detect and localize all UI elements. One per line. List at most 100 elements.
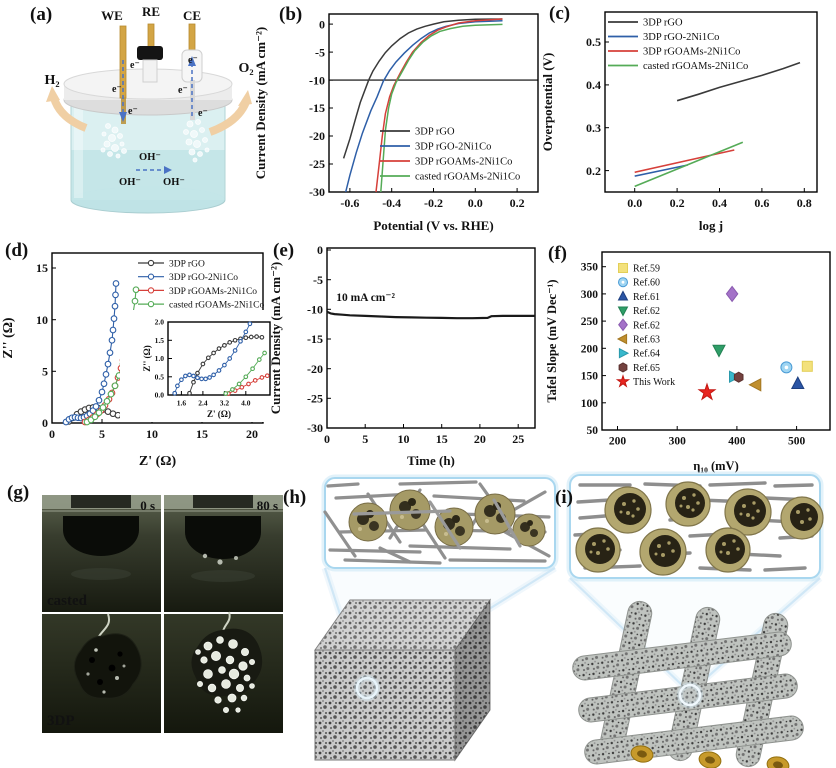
svg-text:Z'' (Ω): Z'' (Ω) xyxy=(1,317,16,358)
svg-text:Ref.60: Ref.60 xyxy=(633,278,660,289)
svg-text:0.2: 0.2 xyxy=(510,196,525,210)
photo-casted-80s xyxy=(164,495,283,612)
svg-text:1.6: 1.6 xyxy=(177,399,187,408)
we-label: WE xyxy=(101,8,123,23)
svg-text:3DP rGO: 3DP rGO xyxy=(643,18,683,29)
svg-text:25: 25 xyxy=(512,432,524,446)
svg-text:0.5: 0.5 xyxy=(155,372,165,381)
svg-text:0: 0 xyxy=(324,432,330,446)
svg-text:15: 15 xyxy=(196,427,208,441)
electron-label: e⁻ xyxy=(188,55,198,66)
electron-flow-arrows xyxy=(122,60,193,116)
svg-text:3DP rGO-2Ni1Co: 3DP rGO-2Ni1Co xyxy=(169,273,238,283)
svg-text:Ref.65: Ref.65 xyxy=(633,363,660,374)
svg-text:casted rGOAMs-2Ni1Co: casted rGOAMs-2Ni1Co xyxy=(643,61,748,72)
svg-text:0.6: 0.6 xyxy=(754,196,769,210)
svg-text:3DP rGO-2Ni1Co: 3DP rGO-2Ni1Co xyxy=(415,142,491,153)
panel-g-photos: 0 s 80 s casted 3DP xyxy=(42,495,283,733)
re-electrode xyxy=(137,23,163,83)
svg-text:15: 15 xyxy=(36,261,48,275)
panel-label-e: (e) xyxy=(273,240,295,261)
svg-text:3DP rGO-2Ni1Co: 3DP rGO-2Ni1Co xyxy=(643,32,719,43)
svg-text:10: 10 xyxy=(146,427,158,441)
aerogel-microspheres xyxy=(348,489,546,547)
callout-circle xyxy=(354,675,380,701)
svg-text:-15: -15 xyxy=(307,332,323,346)
svg-text:-30: -30 xyxy=(307,421,323,435)
svg-text:50: 50 xyxy=(587,425,599,437)
chart-tafel: 0.0 0.2 0.4 0.6 0.8 0.2 0.3 0.4 0.5 log j Overpote… xyxy=(540,11,818,233)
svg-text:10: 10 xyxy=(398,432,410,446)
svg-text:Potential (V vs. RHE): Potential (V vs. RHE) xyxy=(373,218,493,233)
svg-text:2.4: 2.4 xyxy=(198,399,208,408)
svg-text:Tafel Slope (mV Dec⁻¹): Tafel Slope (mV Dec⁻¹) xyxy=(545,279,559,402)
casted-label: casted xyxy=(47,593,88,609)
svg-text:20: 20 xyxy=(246,427,258,441)
svg-text:2.0: 2.0 xyxy=(155,318,165,327)
svg-text:Z'' (Ω): Z'' (Ω) xyxy=(142,345,152,371)
svg-text:4.0: 4.0 xyxy=(241,399,251,408)
time-label-0s: 0 s xyxy=(140,498,155,513)
svg-text:3DP rGOAMs-2Ni1Co: 3DP rGOAMs-2Ni1Co xyxy=(415,157,512,168)
svg-text:3DP rGO: 3DP rGO xyxy=(169,260,205,270)
svg-text:1.5: 1.5 xyxy=(155,336,165,345)
svg-text:-20: -20 xyxy=(309,129,325,143)
svg-text:500: 500 xyxy=(788,436,806,448)
svg-text:3DP rGOAMs-2Ni1Co: 3DP rGOAMs-2Ni1Co xyxy=(169,287,257,297)
svg-text:Overpotential (V): Overpotential (V) xyxy=(540,53,555,152)
svg-text:-15: -15 xyxy=(309,101,325,115)
chart-nyquist-inset: 1.6 2.4 3.2 4.0 0.0 0.5 1.0 1.5 2.0 Z' (Ω) Z'' (Ω) xyxy=(120,310,276,422)
svg-text:5: 5 xyxy=(362,432,368,446)
panel-i-schematic xyxy=(566,471,824,768)
svg-text:200: 200 xyxy=(609,436,627,448)
svg-text:15: 15 xyxy=(436,432,448,446)
svg-text:10: 10 xyxy=(36,313,48,327)
svg-text:3.2: 3.2 xyxy=(220,399,230,408)
electron-label: e⁻ xyxy=(112,84,122,95)
panel-label-d: (d) xyxy=(5,240,29,261)
panel-label-h: (h) xyxy=(283,487,307,508)
svg-text:250: 250 xyxy=(581,316,599,328)
o2-bubbles xyxy=(183,119,210,163)
svg-text:10 mA cm⁻²: 10 mA cm⁻² xyxy=(336,292,395,304)
svg-text:0.2: 0.2 xyxy=(586,164,601,178)
svg-text:0.3: 0.3 xyxy=(586,121,601,135)
electron-label: e⁻ xyxy=(128,106,138,117)
panel-label-i: (i) xyxy=(555,487,573,508)
photo-3dp-80s xyxy=(164,611,283,733)
svg-text:Ref.61: Ref.61 xyxy=(633,292,660,303)
arrowhead-up xyxy=(188,56,196,66)
hydroxide-label: OH⁻ xyxy=(163,177,185,188)
svg-text:Z' (Ω): Z' (Ω) xyxy=(207,409,231,419)
svg-text:Current Density (mA cm⁻²): Current Density (mA cm⁻²) xyxy=(268,262,283,414)
re-label: RE xyxy=(142,4,160,19)
svg-text:200: 200 xyxy=(581,343,599,355)
chart-stability: 0 5 10 15 20 25 0 -5 -10 -15 -20 -25 -30 Time (h) Curr… xyxy=(268,243,536,468)
svg-text:0.4: 0.4 xyxy=(586,78,601,92)
printed-lattice xyxy=(572,600,804,768)
svg-text:0.0: 0.0 xyxy=(468,196,483,210)
svg-text:1.0: 1.0 xyxy=(155,354,165,363)
ce-label: CE xyxy=(183,8,201,23)
svg-text:-25: -25 xyxy=(307,392,323,406)
svg-text:log j: log j xyxy=(699,218,723,233)
h2-label: H₂ xyxy=(44,73,59,88)
chart-lsv: -0.6 -0.4 -0.2 0.0 0.2 0 -5 -10 -15 -20 -25 -30 Pote… xyxy=(253,13,539,233)
svg-text:η₁₀ (mV): η₁₀ (mV) xyxy=(693,459,738,473)
svg-text:100: 100 xyxy=(581,398,599,410)
panel-label-b: (b) xyxy=(279,4,303,25)
svg-text:0.5: 0.5 xyxy=(586,35,601,49)
svg-text:-5: -5 xyxy=(313,273,323,287)
svg-text:Z' (Ω): Z' (Ω) xyxy=(139,454,177,469)
photo-casted-0s xyxy=(42,495,161,612)
svg-text:0: 0 xyxy=(319,17,325,31)
svg-text:Time (h): Time (h) xyxy=(407,453,455,468)
svg-text:150: 150 xyxy=(581,371,599,383)
svg-text:350: 350 xyxy=(581,262,599,274)
panel-a-schematic: WE RE CE H₂ O₂ e⁻ e⁻ e⁻ e⁻ e⁻ e⁻ OH⁻ OH⁻… xyxy=(44,4,254,214)
svg-text:300: 300 xyxy=(581,289,599,301)
svg-text:0.2: 0.2 xyxy=(670,196,685,210)
svg-text:0.0: 0.0 xyxy=(155,391,165,400)
svg-text:5: 5 xyxy=(99,427,105,441)
overlay-nanorods xyxy=(352,498,522,550)
